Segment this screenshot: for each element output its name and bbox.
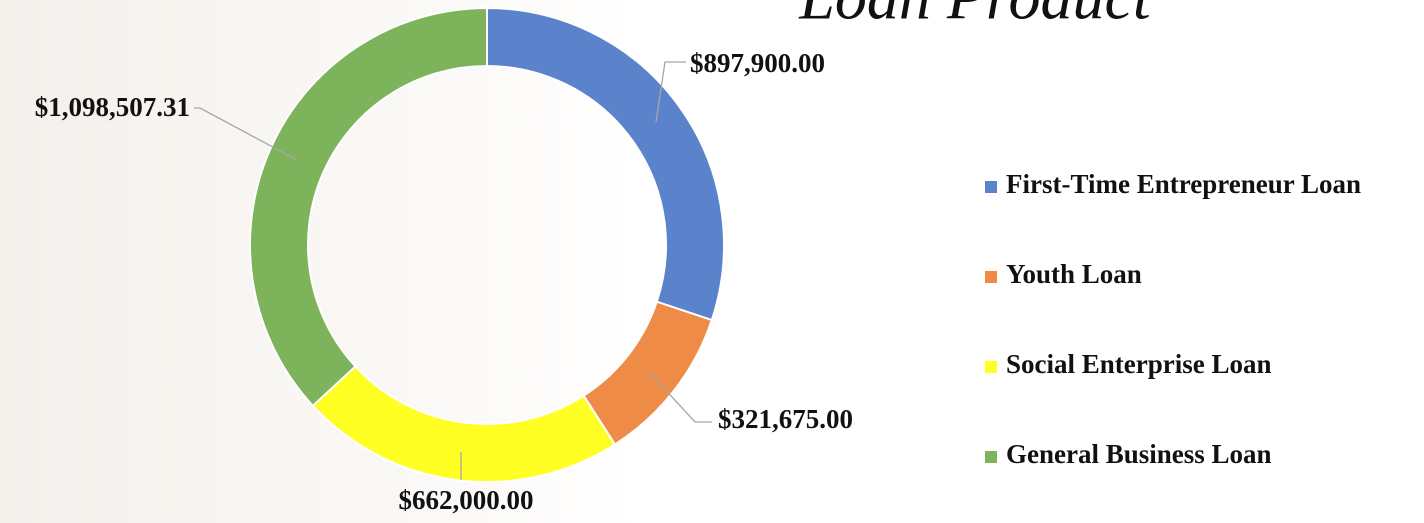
legend-label: General Business Loan [1006,439,1272,469]
donut-slice [249,6,488,408]
data-label: $662,000.00 [399,485,534,515]
leader-line [655,61,686,123]
data-label: $1,098,507.31 [35,92,190,122]
legend-swatch [985,451,997,463]
chart-title: Loan Product [798,0,1153,33]
legend-swatch [985,181,997,193]
legend-label: First-Time Entrepreneur Loan [1006,169,1361,199]
leader-line [649,372,712,423]
legend-label: Social Enterprise Loan [1006,349,1272,379]
data-label: $321,675.00 [718,404,853,434]
leader-line [194,107,298,161]
legend-swatch [985,271,997,283]
legend-label: Youth Loan [1006,259,1142,289]
legend-swatch [985,361,997,373]
data-label: $897,900.00 [690,48,825,78]
